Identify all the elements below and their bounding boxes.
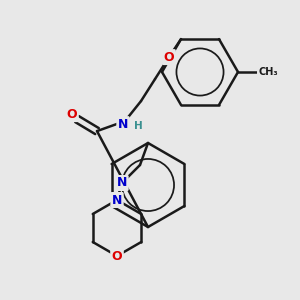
Text: O: O — [67, 108, 77, 121]
Text: O: O — [112, 250, 122, 262]
Text: N: N — [112, 194, 122, 206]
Text: N: N — [118, 118, 128, 130]
Text: N: N — [117, 176, 127, 190]
Text: O: O — [164, 51, 174, 64]
Text: CH₃: CH₃ — [258, 67, 278, 77]
Text: H: H — [134, 121, 142, 131]
